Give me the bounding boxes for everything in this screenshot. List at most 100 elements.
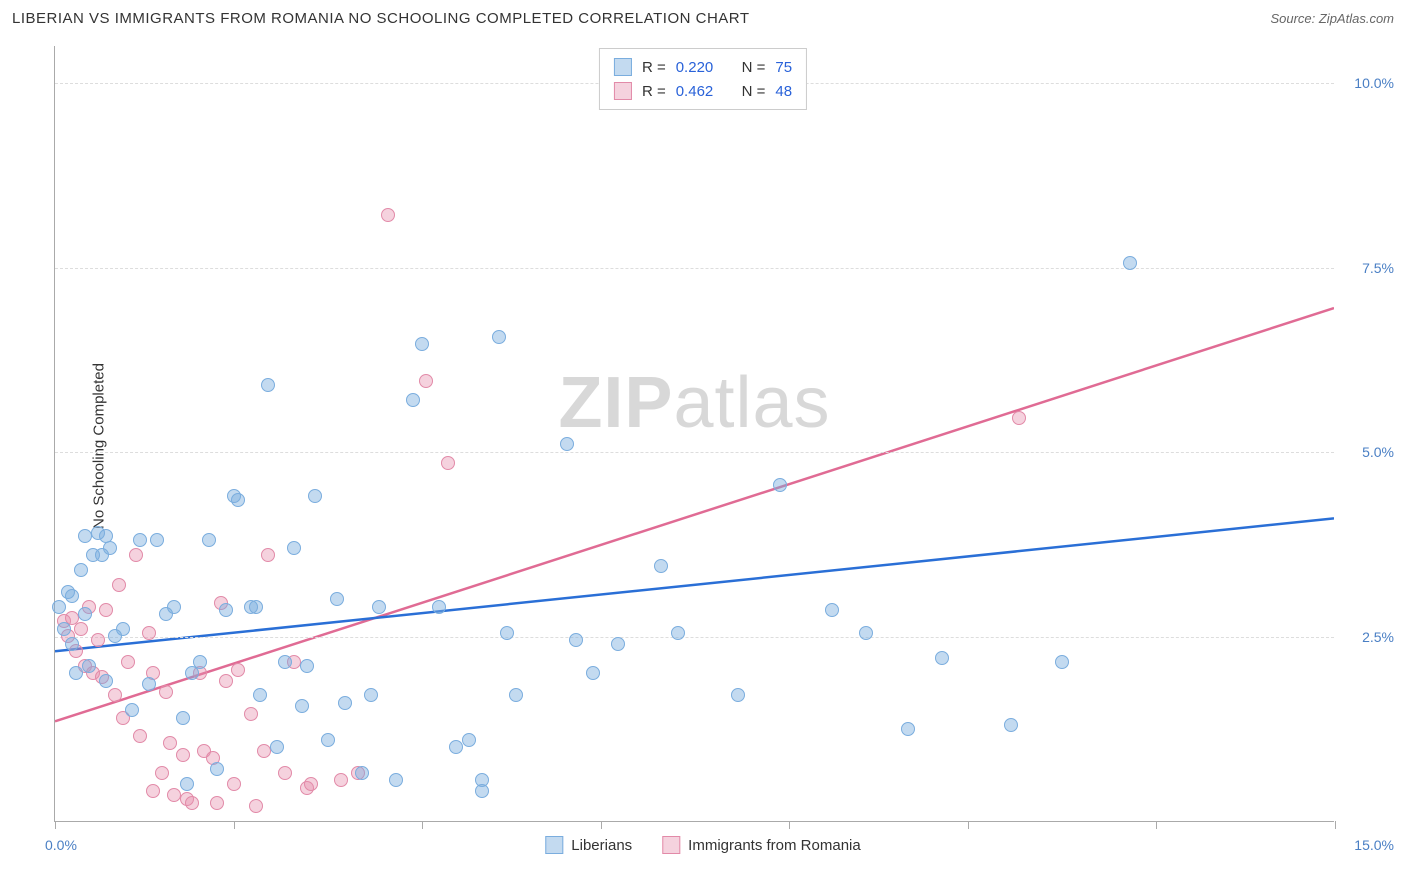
data-point	[475, 773, 489, 787]
data-point	[261, 548, 275, 562]
data-point	[278, 766, 292, 780]
data-point	[210, 796, 224, 810]
data-point	[261, 378, 275, 392]
data-point	[300, 659, 314, 673]
gridline	[55, 268, 1334, 269]
data-point	[611, 637, 625, 651]
x-tick	[601, 821, 602, 829]
data-point	[253, 688, 267, 702]
data-point	[654, 559, 668, 573]
watermark: ZIPatlas	[558, 362, 830, 444]
trendline	[55, 308, 1334, 721]
data-point	[278, 655, 292, 669]
r-label: R =	[642, 83, 666, 100]
n-label: N =	[742, 83, 766, 100]
data-point	[231, 663, 245, 677]
data-point	[406, 393, 420, 407]
data-point	[116, 622, 130, 636]
source-attribution: Source: ZipAtlas.com	[1270, 11, 1394, 26]
swatch-liberians-icon	[545, 836, 563, 854]
watermark-suffix: atlas	[673, 363, 830, 443]
swatch-romania-icon	[614, 82, 632, 100]
data-point	[364, 688, 378, 702]
legend-item-b: Immigrants from Romania	[662, 836, 861, 854]
data-point	[381, 208, 395, 222]
data-point	[321, 733, 335, 747]
data-point	[74, 622, 88, 636]
data-point	[167, 788, 181, 802]
data-point	[419, 374, 433, 388]
data-point	[1012, 411, 1026, 425]
data-point	[389, 773, 403, 787]
data-point	[180, 777, 194, 791]
data-point	[330, 592, 344, 606]
correlation-legend: R = 0.220 N = 75 R = 0.462 N = 48	[599, 48, 807, 110]
y-tick-label: 7.5%	[1339, 260, 1394, 276]
x-tick	[1335, 821, 1336, 829]
r-label: R =	[642, 59, 666, 76]
y-tick-label: 10.0%	[1339, 75, 1394, 91]
legend-item-a: Liberians	[545, 836, 632, 854]
data-point	[69, 666, 83, 680]
n-value-a: 75	[775, 59, 792, 76]
x-tick	[422, 821, 423, 829]
data-point	[1055, 655, 1069, 669]
data-point	[65, 589, 79, 603]
data-point	[338, 696, 352, 710]
trendlines-svg	[55, 46, 1334, 821]
data-point	[270, 740, 284, 754]
n-label: N =	[742, 59, 766, 76]
x-tick	[55, 821, 56, 829]
data-point	[74, 563, 88, 577]
data-point	[825, 603, 839, 617]
data-point	[112, 578, 126, 592]
data-point	[304, 777, 318, 791]
data-point	[176, 748, 190, 762]
data-point	[492, 330, 506, 344]
swatch-romania-icon	[662, 836, 680, 854]
data-point	[415, 337, 429, 351]
data-point	[142, 677, 156, 691]
data-point	[52, 600, 66, 614]
r-value-b: 0.462	[676, 83, 714, 100]
data-point	[133, 533, 147, 547]
data-point	[935, 651, 949, 665]
data-point	[773, 478, 787, 492]
trendline	[55, 518, 1334, 651]
data-point	[859, 626, 873, 640]
data-point	[308, 489, 322, 503]
data-point	[142, 626, 156, 640]
x-axis-min-label: 0.0%	[45, 837, 77, 853]
data-point	[78, 529, 92, 543]
swatch-liberians-icon	[614, 58, 632, 76]
data-point	[249, 600, 263, 614]
data-point	[509, 688, 523, 702]
data-point	[287, 541, 301, 555]
data-point	[449, 740, 463, 754]
data-point	[82, 659, 96, 673]
data-point	[125, 703, 139, 717]
data-point	[586, 666, 600, 680]
x-tick	[968, 821, 969, 829]
data-point	[231, 493, 245, 507]
gridline	[55, 637, 1334, 638]
data-point	[163, 736, 177, 750]
correlation-row-a: R = 0.220 N = 75	[614, 55, 792, 79]
data-point	[249, 799, 263, 813]
data-point	[210, 762, 224, 776]
data-point	[146, 784, 160, 798]
data-point	[569, 633, 583, 647]
x-axis-max-label: 15.0%	[1354, 837, 1394, 853]
data-point	[219, 674, 233, 688]
data-point	[295, 699, 309, 713]
legend-label-b: Immigrants from Romania	[688, 837, 861, 854]
plot-area: ZIPatlas 0.0% 15.0% 2.5%5.0%7.5%10.0%	[54, 46, 1334, 822]
data-point	[355, 766, 369, 780]
data-point	[334, 773, 348, 787]
data-point	[99, 529, 113, 543]
data-point	[121, 655, 135, 669]
data-point	[91, 633, 105, 647]
data-point	[159, 685, 173, 699]
data-point	[372, 600, 386, 614]
r-value-a: 0.220	[676, 59, 714, 76]
